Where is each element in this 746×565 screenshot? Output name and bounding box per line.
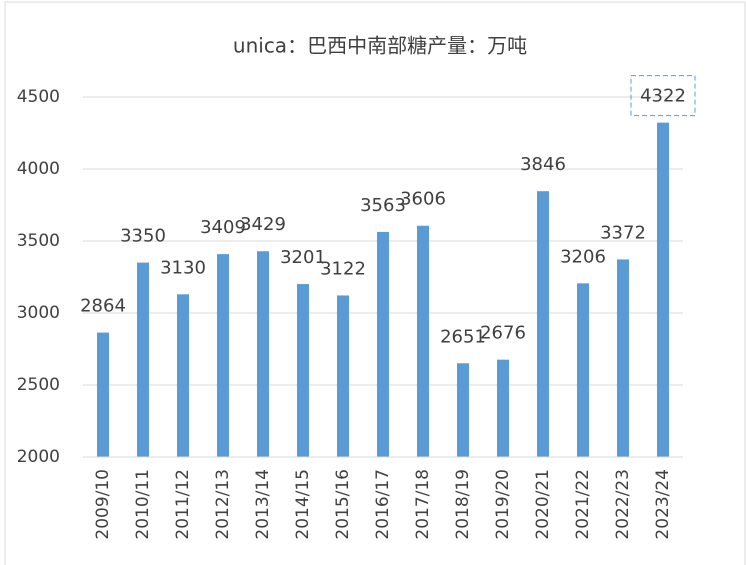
- data-label: 3201: [280, 247, 326, 268]
- data-label: 2676: [480, 323, 526, 344]
- bar: [137, 262, 149, 457]
- bar: [577, 283, 589, 457]
- bar: [537, 191, 549, 457]
- bar: [217, 254, 229, 457]
- bar: [257, 251, 269, 457]
- x-tick-label: 2023/24: [653, 469, 673, 540]
- data-label: 4322: [640, 86, 686, 107]
- y-tick-label: 4000: [17, 159, 60, 179]
- data-label: 3606: [400, 189, 446, 210]
- bar: [297, 284, 309, 457]
- x-tick-label: 2016/17: [373, 469, 393, 540]
- data-label: 3122: [320, 258, 366, 279]
- y-tick-label: 2000: [17, 447, 60, 467]
- x-tick-label: 2020/21: [533, 469, 553, 540]
- data-label: 2651: [440, 326, 486, 347]
- x-tick-label: 2015/16: [333, 469, 353, 540]
- chart-border: [4, 1, 746, 565]
- bar: [177, 294, 189, 457]
- data-label: 3429: [240, 214, 286, 235]
- data-label: 3846: [520, 154, 566, 175]
- y-tick-label: 3000: [17, 303, 60, 323]
- data-label: 2864: [80, 296, 126, 317]
- x-tick-label: 2022/23: [613, 469, 633, 540]
- chart-title: unica：巴西中南部糖产量：万吨: [233, 34, 527, 58]
- x-tick-label: 2018/19: [453, 469, 473, 540]
- x-tick-label: 2019/20: [493, 469, 513, 540]
- y-tick-label: 2500: [17, 375, 60, 395]
- y-tick-label: 4500: [17, 87, 60, 107]
- x-tick-label: 2013/14: [253, 469, 273, 540]
- x-tick-label: 2009/10: [93, 469, 113, 540]
- bar: [617, 259, 629, 457]
- bar: [657, 122, 669, 457]
- y-tick-label: 3500: [17, 231, 60, 251]
- data-label: 3409: [200, 217, 246, 238]
- x-tick-label: 2010/11: [133, 469, 153, 540]
- bar: [377, 231, 389, 457]
- bar: [97, 332, 109, 457]
- label-highlight: [630, 75, 696, 117]
- bar: [497, 359, 509, 457]
- x-tick-label: 2017/18: [413, 469, 433, 540]
- data-label: 3563: [360, 195, 406, 216]
- data-label: 3350: [120, 226, 166, 247]
- x-tick-label: 2021/22: [573, 469, 593, 540]
- data-label: 3206: [560, 246, 606, 267]
- x-tick-label: 2012/13: [213, 469, 233, 540]
- bar: [337, 295, 349, 457]
- bar: [457, 363, 469, 457]
- x-tick-label: 2014/15: [293, 469, 313, 540]
- data-label: 3372: [600, 222, 646, 243]
- data-label: 3130: [160, 257, 206, 278]
- bar: [417, 225, 429, 457]
- x-tick-label: 2011/12: [173, 469, 193, 540]
